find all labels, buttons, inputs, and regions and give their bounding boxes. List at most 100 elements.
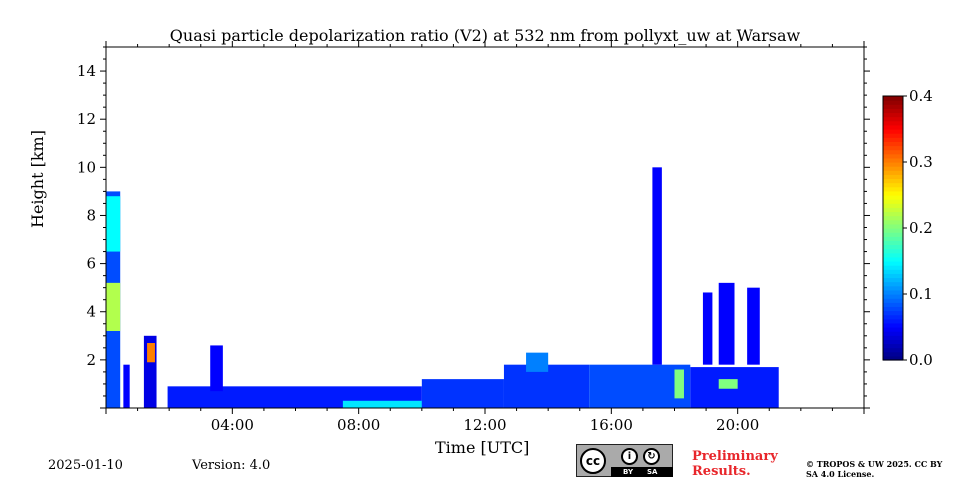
colorbar-segment <box>883 170 903 175</box>
heatmap-cell <box>210 345 223 392</box>
colorbar-segment <box>883 298 903 303</box>
colorbar-segment <box>883 306 903 312</box>
heatmap-cell <box>106 282 121 331</box>
colorbar-segment <box>883 273 903 279</box>
cc-sa-label: SA <box>647 468 658 476</box>
heatmap-cell <box>123 364 130 408</box>
version-label: Version: 4.0 <box>192 458 271 473</box>
colorbar-segment <box>883 310 903 316</box>
cc-license-badge: cc i ↻ BY SA <box>576 444 673 477</box>
colorbar-segment <box>883 203 903 208</box>
heatmap-cell <box>589 364 691 408</box>
heatmap-cell <box>718 282 735 365</box>
colorbar-segment <box>883 211 903 217</box>
colorbar-segment <box>883 256 903 262</box>
y-tick-label: 8 <box>86 206 96 224</box>
colorbar-segment <box>883 162 903 167</box>
colorbar-segment <box>883 289 903 295</box>
colorbar-segment <box>883 277 903 283</box>
colorbar-segment <box>883 100 903 105</box>
colorbar-segment <box>883 322 903 328</box>
colorbar-segment <box>883 248 903 254</box>
heatmap-cell <box>526 352 549 372</box>
colorbar-segment <box>883 186 903 192</box>
colorbar-tick-label: 0.1 <box>909 285 933 303</box>
x-tick-label: 16:00 <box>590 416 633 434</box>
colorbar-segment <box>883 153 903 159</box>
colorbar-segment <box>883 145 903 151</box>
colorbar-segment <box>883 124 903 130</box>
colorbar-segment <box>883 347 903 353</box>
cc-by-label: BY <box>623 468 634 476</box>
y-tick-label: 10 <box>77 158 96 176</box>
colorbar-segment <box>883 195 903 200</box>
colorbar-segment <box>883 294 903 299</box>
x-axis-label: Time [UTC] <box>435 438 530 457</box>
x-tick-label: 04:00 <box>211 416 254 434</box>
colorbar-segment <box>883 149 903 155</box>
y-tick-label: 12 <box>77 110 96 128</box>
plot-background <box>106 47 864 408</box>
colorbar-segment <box>883 96 903 101</box>
y-axis: 2 4 6 8 10 12 14 <box>77 46 870 409</box>
colorbar-segment <box>883 318 903 324</box>
colorbar-segment <box>883 108 903 114</box>
colorbar-segment <box>883 314 903 320</box>
colorbar-segment <box>883 120 903 126</box>
y-tick-label: 6 <box>86 255 96 273</box>
colorbar-tick-label: 0.2 <box>909 219 933 237</box>
heatmap-cell <box>674 369 684 399</box>
colorbar-segment <box>883 351 903 357</box>
preliminary-results-note: Preliminary Results. <box>692 449 778 479</box>
heatmap-cell <box>421 379 504 408</box>
colorbar-segment <box>883 265 903 270</box>
colorbar-segment <box>883 228 903 233</box>
colorbar-segment <box>883 281 903 287</box>
colorbar-segment <box>883 141 903 147</box>
colorbar-segment <box>883 232 903 237</box>
heatmap-cell <box>147 343 155 363</box>
colorbar-segment <box>883 157 903 163</box>
colorbar-segment <box>883 327 903 332</box>
copyright-note: © TROPOS & UW 2025. CC BY SA 4.0 License… <box>806 459 943 479</box>
colorbar-segment <box>883 104 903 109</box>
colorbar-segment <box>883 343 903 349</box>
colorbar-segment <box>883 236 903 241</box>
colorbar-segment <box>883 116 903 122</box>
heatmap-cell <box>702 292 713 365</box>
heatmap-cell <box>106 196 121 252</box>
colorbar-segment <box>883 174 903 180</box>
colorbar-segment <box>883 285 903 291</box>
colorbar-segment <box>883 240 903 246</box>
colorbar-segment <box>883 215 903 221</box>
y-axis-label: Height [km] <box>28 130 47 228</box>
colorbar-segment <box>883 252 903 258</box>
colorbar-segment <box>883 112 903 118</box>
colorbar-segment <box>883 261 903 266</box>
y-tick-label: 4 <box>86 303 96 321</box>
y-tick-label: 14 <box>77 62 96 80</box>
date-label: 2025-01-10 <box>48 458 123 473</box>
colorbar-segment <box>883 199 903 204</box>
colorbar-segment <box>883 137 903 142</box>
colorbar-segment <box>883 302 903 307</box>
attribution-icon: i <box>621 448 638 465</box>
colorbar-segment <box>883 223 903 229</box>
share-alike-icon: ↻ <box>643 448 660 465</box>
colorbar-tick-label: 0.3 <box>909 153 933 171</box>
colorbar-tick-label: 0.4 <box>909 87 933 105</box>
x-tick-label: 08:00 <box>337 416 380 434</box>
colorbar-segment <box>883 166 903 171</box>
colorbar-segment <box>883 129 903 134</box>
colorbar-segment <box>883 178 903 184</box>
chart-title: Quasi particle depolarization ratio (V2)… <box>169 26 801 45</box>
cc-icon: cc <box>580 448 606 474</box>
colorbar-segment <box>883 133 903 138</box>
colorbar-segment <box>883 190 903 196</box>
colorbar: 0.0 0.1 0.2 0.3 0.4 <box>882 87 933 369</box>
heatmap-cell <box>718 379 738 389</box>
colorbar-segment <box>883 244 903 250</box>
colorbar-segment <box>883 355 903 361</box>
heatmap-cell <box>652 167 662 365</box>
